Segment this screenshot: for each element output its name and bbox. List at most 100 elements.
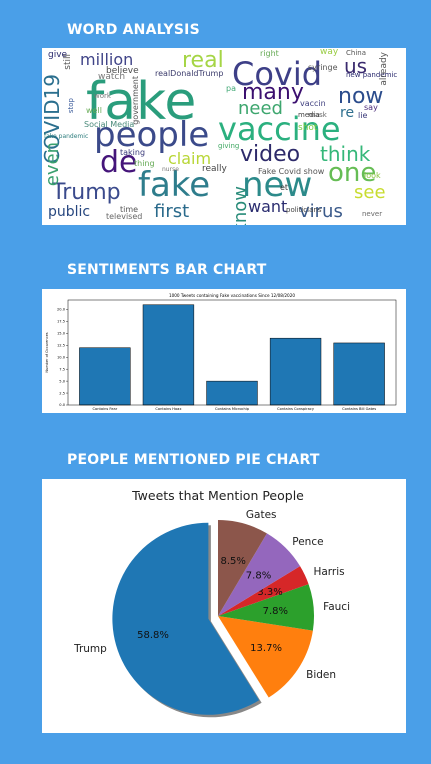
word-cloud-word: see: [354, 182, 386, 203]
sentiments-bar-chart-panel: 1000 Tweets containing Fake vaccinations…: [42, 289, 406, 413]
word-cloud-word: many: [242, 80, 304, 105]
word-cloud-word: fake: [86, 72, 197, 132]
word-cloud-word: vaccin: [300, 99, 326, 108]
word-cloud-word: us: [344, 54, 368, 78]
word-cloud-word: really: [202, 164, 227, 174]
word-cloud-word: Covid: [232, 55, 323, 93]
sentiments-heading: SENTIMENTS BAR CHART: [67, 262, 267, 278]
word-cloud-word: government: [131, 76, 140, 125]
word-cloud-word: shot: [298, 123, 318, 133]
word-cloud-word: Fake Covid show: [258, 167, 325, 176]
word-cloud-word: even: [42, 142, 63, 187]
word-cloud-word: televised: [106, 212, 143, 221]
word-cloud-word: mask: [308, 111, 327, 119]
bar-chart-ytick-label: 2.5: [59, 391, 65, 395]
word-cloud-word: claim: [168, 149, 212, 168]
word-cloud-word: say: [364, 103, 378, 112]
word-cloud-word: fake pandemic: [44, 133, 89, 140]
pie-pct-pence: 7.8%: [246, 571, 271, 582]
bar-chart-xtick-label: Contains Hoax: [155, 407, 182, 411]
bar-chart-ytick-label: 12.5: [57, 344, 65, 348]
word-cloud-word: first: [154, 201, 190, 222]
word-cloud-word: et: [280, 183, 289, 192]
word-cloud-word: de: [100, 145, 138, 180]
word-cloud-word: look: [364, 171, 381, 180]
word-cloud-word: watch: [98, 72, 126, 82]
word-cloud-word: lie: [358, 111, 368, 120]
word-cloud-word: never: [362, 210, 383, 218]
pie-pct-fauci: 7.8%: [263, 606, 288, 617]
word-cloud-word: virus: [299, 201, 343, 222]
word-cloud-word: now: [338, 84, 384, 109]
word-cloud-word: syringe: [308, 63, 338, 72]
pie-label-biden: Biden: [306, 669, 336, 681]
word-cloud-word: new: [242, 165, 313, 205]
word-cloud-word: people: [94, 115, 210, 155]
word-cloud-word: already: [379, 52, 389, 86]
bar-contains-fear: [79, 347, 131, 406]
bar-contains-bill-gates: [333, 342, 385, 406]
bar-chart-title: 1000 Tweets containing Fake vaccinations…: [169, 293, 295, 298]
bar-chart-ytick-label: 20.0: [57, 308, 66, 312]
bar-chart-ytick-label: 0.0: [59, 403, 65, 407]
word-cloud-word: Social Media: [84, 120, 135, 129]
bar-chart-xtick-label: Contains Fear: [93, 407, 118, 411]
word-cloud-word: give: [48, 50, 68, 60]
pie-label-gates: Gates: [246, 509, 277, 521]
bar-chart-xtick-label: Contains Bill Gates: [342, 407, 376, 411]
word-cloud-word: pa: [226, 84, 236, 93]
pie-label-trump: Trump: [73, 643, 107, 655]
word-cloud-image: fake people vaccine Covid fake new de video COVI…: [42, 48, 406, 225]
bar-chart-xtick-label: Contains Microchip: [215, 407, 250, 411]
people-pie-chart-panel: Tweets that Mention People Trump 58.8% Bide…: [42, 479, 406, 733]
word-cloud-word: fake: [138, 165, 211, 205]
pie-pct-harris: 3.3%: [257, 587, 282, 598]
bar-chart-ylabel: Number of Occurences: [45, 332, 49, 372]
pie-slice-trump: [112, 522, 260, 715]
pie-slice-gates: [218, 520, 267, 616]
word-cloud-word: video: [240, 142, 301, 167]
word-cloud-word: believe: [106, 66, 139, 76]
word-cloud-word: taking: [120, 148, 146, 157]
word-cloud-word: thing: [134, 159, 155, 168]
bar-contains-microchip: [206, 380, 258, 406]
pie-slice-pence: [218, 533, 301, 616]
word-cloud-word: think: [320, 142, 371, 166]
word-cloud-word: politicians: [286, 206, 322, 214]
bar-contains-conspiracy: [269, 337, 322, 406]
pie-chart-title: Tweets that Mention People: [131, 488, 304, 503]
bar-chart-ytick-label: 5.0: [59, 379, 65, 383]
word-cloud-word: public: [48, 204, 91, 220]
word-cloud-word: know: [230, 186, 251, 225]
word-cloud-word: way: [320, 48, 339, 57]
pie-slice-biden: [218, 616, 313, 698]
bar-chart-ytick-label: 17.5: [57, 320, 65, 324]
bar-contains-hoax: [142, 304, 195, 406]
word-cloud-word: media: [298, 111, 320, 119]
word-cloud-word: right: [260, 49, 279, 58]
pie-pct-gates: 8.5%: [221, 556, 246, 567]
pie-slice-fauci: [218, 584, 314, 631]
word-cloud-word: nurse: [162, 166, 179, 173]
word-cloud-word: still: [63, 54, 73, 70]
people-heading: PEOPLE MENTIONED PIE CHART: [67, 452, 320, 468]
word-cloud-word: million: [80, 50, 134, 69]
word-cloud-word: want: [248, 197, 288, 216]
word-cloud-word: work: [94, 92, 111, 100]
pie-slice-harris: [218, 566, 309, 616]
word-cloud-word: well: [86, 106, 102, 115]
word-cloud-word: re: [340, 105, 355, 121]
word-cloud-word: China: [346, 49, 366, 57]
word-analysis-heading: WORD ANALYSIS: [67, 22, 200, 38]
pie-label-harris: Harris: [313, 566, 344, 578]
pie-label-pence: Pence: [292, 536, 323, 548]
word-cloud-word: realDonaldTrump: [155, 69, 224, 78]
people-pie-chart: Tweets that Mention People Trump 58.8% Bide…: [73, 488, 350, 718]
word-cloud-word: real: [182, 48, 224, 73]
word-cloud-word: vaccine: [218, 110, 341, 148]
word-cloud-word: time: [120, 205, 139, 214]
pie-pct-biden: 13.7%: [250, 643, 282, 654]
word-cloud-word: new pandemic: [346, 71, 398, 79]
bar-chart-ytick-label: 10.0: [57, 355, 66, 359]
bar-chart-xtick-label: Contains Conspiracy: [277, 407, 315, 411]
